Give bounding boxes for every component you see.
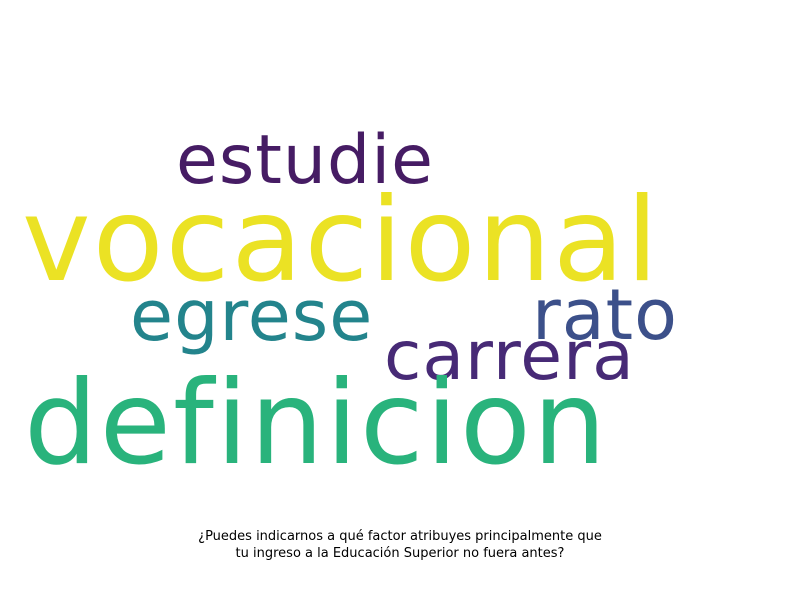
word-vocacional: vocacional xyxy=(22,173,661,308)
word-carrera: carrera xyxy=(384,317,635,396)
word-definicion: definicion xyxy=(24,356,609,491)
word-rato: rato xyxy=(532,274,678,356)
caption-line-1: ¿Puedes indicarnos a qué factor atribuye… xyxy=(198,529,602,544)
word-egrese: egrese xyxy=(130,275,374,357)
figure-caption: ¿Puedes indicarnos a qué factor atribuye… xyxy=(0,528,800,562)
word-estudie: estudie xyxy=(176,121,434,200)
caption-line-2: tu ingreso a la Educación Superior no fu… xyxy=(235,546,565,561)
